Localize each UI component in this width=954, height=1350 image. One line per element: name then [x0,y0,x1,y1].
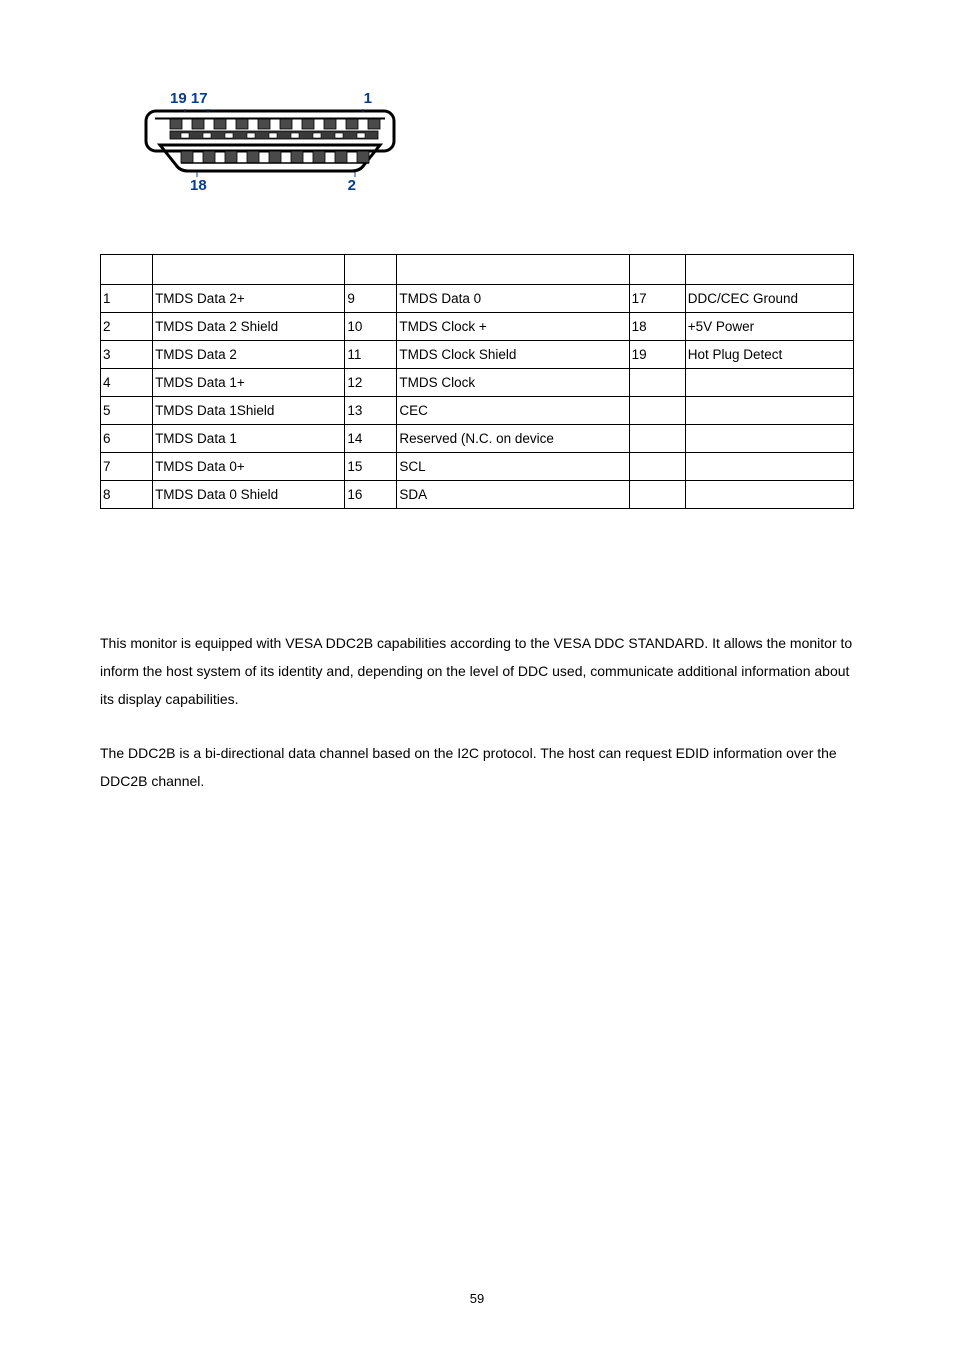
table-cell: 10 [345,313,397,341]
hdmi-connector-diagram: 19 17 1 [140,90,400,194]
table-cell: 17 [629,285,685,313]
table-row: 4 TMDS Data 1+ 12 TMDS Clock [101,369,854,397]
table-row: 1 TMDS Data 2+ 9 TMDS Data 0 17 DDC/CEC … [101,285,854,313]
table-hdr-2 [345,255,397,285]
table-row: 8 TMDS Data 0 Shield 16 SDA [101,481,854,509]
table-cell: SCL [397,453,629,481]
table-cell: Hot Plug Detect [685,341,853,369]
table-cell: 6 [101,425,153,453]
table-cell: 14 [345,425,397,453]
table-cell: 3 [101,341,153,369]
table-cell: TMDS Clock Shield [397,341,629,369]
table-header-row [101,255,854,285]
connector-label-top-right: 1 [364,90,372,107]
table-hdr-1 [153,255,345,285]
table-cell: TMDS Data 2 [153,341,345,369]
table-row: 5 TMDS Data 1Shield 13 CEC [101,397,854,425]
table-cell: TMDS Data 0 [397,285,629,313]
table-cell: Reserved (N.C. on device [397,425,629,453]
connector-label-bottom-left: 18 [190,177,207,194]
table-cell: CEC [397,397,629,425]
table-cell [629,425,685,453]
table-cell: 19 [629,341,685,369]
table-cell: TMDS Clock [397,369,629,397]
table-cell: TMDS Data 1Shield [153,397,345,425]
table-cell: 8 [101,481,153,509]
table-cell: 12 [345,369,397,397]
paragraph-2: The DDC2B is a bi-directional data chann… [100,739,854,795]
table-cell: 15 [345,453,397,481]
table-row: 7 TMDS Data 0+ 15 SCL [101,453,854,481]
table-cell: +5V Power [685,313,853,341]
table-cell: 5 [101,397,153,425]
table-cell: TMDS Data 2 Shield [153,313,345,341]
connector-svg [140,109,400,177]
paragraph-1: This monitor is equipped with VESA DDC2B… [100,629,854,713]
table-cell: 7 [101,453,153,481]
table-cell: DDC/CEC Ground [685,285,853,313]
table-cell [685,481,853,509]
table-cell: 16 [345,481,397,509]
table-cell: TMDS Data 0+ [153,453,345,481]
table-cell: SDA [397,481,629,509]
table-cell: 18 [629,313,685,341]
table-cell [629,369,685,397]
table-hdr-4 [629,255,685,285]
table-hdr-5 [685,255,853,285]
table-row: 3 TMDS Data 2 11 TMDS Clock Shield 19 Ho… [101,341,854,369]
table-cell [685,425,853,453]
page-number: 59 [0,1291,954,1306]
table-row: 6 TMDS Data 1 14 Reserved (N.C. on devic… [101,425,854,453]
table-cell: 1 [101,285,153,313]
table-cell: TMDS Data 0 Shield [153,481,345,509]
body-text: This monitor is equipped with VESA DDC2B… [100,629,854,795]
table-cell [629,453,685,481]
table-cell: TMDS Data 1+ [153,369,345,397]
table-hdr-3 [397,255,629,285]
table-cell: 4 [101,369,153,397]
table-cell: 9 [345,285,397,313]
table-cell [629,481,685,509]
table-cell [685,369,853,397]
connector-top-labels: 19 17 1 [140,90,400,109]
table-cell [629,397,685,425]
connector-label-top-left: 19 17 [170,90,208,107]
table-cell [685,453,853,481]
connector-label-bottom-right: 2 [348,177,356,194]
pin-assignment-table: 1 TMDS Data 2+ 9 TMDS Data 0 17 DDC/CEC … [100,254,854,509]
table-cell: 13 [345,397,397,425]
table-cell [685,397,853,425]
table-cell: 2 [101,313,153,341]
connector-bottom-labels: 18 2 [140,175,400,194]
table-cell: TMDS Clock + [397,313,629,341]
table-cell: 11 [345,341,397,369]
table-cell: TMDS Data 2+ [153,285,345,313]
connector-body [140,109,400,177]
table-hdr-0 [101,255,153,285]
table-row: 2 TMDS Data 2 Shield 10 TMDS Clock + 18 … [101,313,854,341]
table-cell: TMDS Data 1 [153,425,345,453]
